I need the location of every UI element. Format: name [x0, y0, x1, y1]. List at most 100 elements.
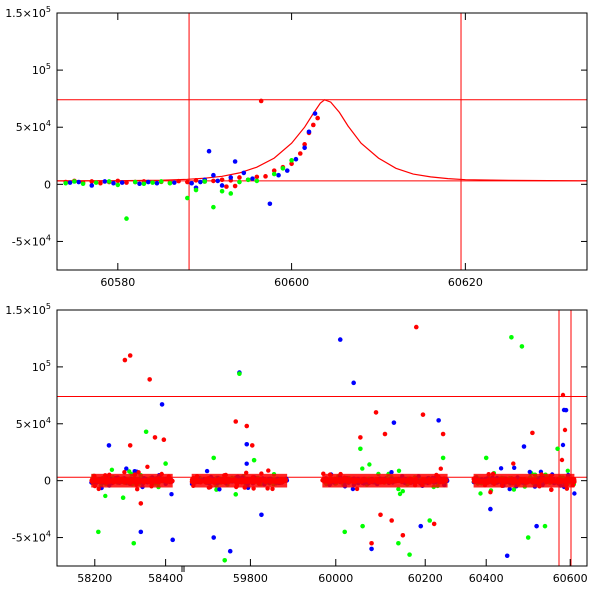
bottom-cloud-s3-c1-51	[498, 466, 504, 471]
top-point-s2-9	[150, 180, 155, 185]
top-point-s0-32	[315, 115, 320, 121]
bottom-cloud-s2-c0-38	[400, 489, 405, 494]
top-point-s0-6	[115, 178, 121, 184]
bottom-cloud-s0-c0-37	[127, 469, 132, 474]
bottom-outlier-s2-12	[396, 540, 401, 546]
bottom-outlier-s2-0	[143, 429, 149, 435]
bottom-outlier-s1-2	[138, 529, 144, 535]
bottom-ytick-label-4: -5×104	[12, 530, 51, 545]
bottom-outlier-s0-22	[530, 430, 535, 436]
top-point-s2-0	[63, 180, 68, 186]
top-point-s1-16	[219, 183, 225, 188]
bottom-cloud-s1-c1-63	[204, 468, 210, 474]
bottom-outlier-s2-13	[407, 552, 412, 557]
top-point-s1-19	[241, 170, 247, 176]
bottom-outlier-s1-12	[391, 420, 397, 425]
bottom-band-0	[91, 473, 173, 488]
top-point-s0-17	[211, 178, 216, 184]
bottom-cloud-s3-c0-13	[478, 491, 483, 496]
bottom-outlier-s2-9	[233, 492, 239, 497]
bottom-cloud-s3-c1-34	[507, 486, 512, 492]
top-point-s2-7	[132, 179, 138, 185]
bottom-outlier-s0-21	[549, 487, 554, 493]
top-point-s0-3	[89, 179, 95, 184]
top-point-s1-20	[250, 176, 255, 181]
top-point-s2-11	[167, 180, 173, 186]
top-point-s0-13	[176, 178, 181, 184]
bottom-outlier-s0-11	[382, 431, 388, 437]
bottom-outlier-s2-10	[342, 529, 348, 535]
top-model-curve	[57, 99, 587, 182]
bottom-outlier-s1-11	[369, 546, 374, 552]
top-point-s1-2	[89, 183, 95, 188]
top-point-s0-20	[237, 175, 242, 180]
bottom-outlier-s1-6	[227, 548, 233, 554]
bottom-outlier-s2-14	[427, 518, 432, 523]
top-xtick-label-1: 60600	[274, 276, 309, 289]
bottom-outlier-s2-6	[211, 455, 217, 461]
bottom-outlier-s2-4	[163, 461, 168, 466]
bottom-plot-area	[57, 310, 587, 566]
top-point-s1-23	[284, 168, 290, 173]
bottom-cloud-s1-c2-119	[270, 486, 275, 492]
bottom-cloud-s3-c0-6	[565, 468, 570, 473]
top-point-s1-13	[206, 148, 212, 154]
top-point-s2-4	[106, 179, 112, 184]
top-point-s0-22	[254, 174, 260, 180]
top-point-s1-8	[154, 180, 160, 186]
top-point-s1-6	[137, 181, 142, 187]
bottom-outlier-s2-19	[483, 455, 489, 461]
bottom-cloud-s0-c2-25	[135, 487, 140, 492]
top-point-s2-13	[193, 187, 199, 193]
top-ytick-label-0: 1.5×105	[5, 5, 51, 20]
bottom-cloud-s0-c2-148	[145, 464, 150, 469]
bottom-outlier-s2-22	[525, 535, 531, 540]
bottom-event-point-2	[562, 427, 568, 433]
top-point-s0-25	[271, 168, 277, 173]
bottom-cloud-s2-c0-92	[396, 468, 402, 473]
bottom-ytick-label-2: 5×104	[16, 416, 51, 431]
bottom-cloud-s2-c0-52	[397, 491, 403, 497]
bottom-outlier-s0-19	[431, 521, 437, 527]
bottom-outlier-s2-17	[509, 335, 514, 340]
top-point-s2-21	[271, 171, 277, 177]
bottom-outlier-s0-1	[122, 357, 128, 363]
top-point-s2-10	[158, 179, 164, 184]
top-point-s2-12	[185, 195, 190, 201]
bottom-outlier-s1-18	[488, 506, 493, 512]
top-point-s0-18	[219, 177, 225, 183]
top-point-s2-14	[202, 179, 208, 184]
top-point-s1-24	[293, 156, 299, 162]
top-point-s0-29	[302, 142, 307, 147]
top-plot-area	[57, 13, 587, 270]
bottom-cloud-s3-c1-78	[512, 465, 517, 470]
bottom-outlier-s1-15	[521, 444, 527, 449]
bottom-outlier-s0-3	[152, 435, 158, 440]
bottom-outlier-s0-7	[244, 423, 250, 429]
bottom-cloud-s2-c0-118	[367, 462, 372, 467]
bottom-xtick-label-5: 60400	[469, 572, 504, 585]
top-point-s0-28	[297, 151, 303, 156]
bottom-cloud-s0-c1-46	[124, 466, 129, 471]
top-point-s0-33	[224, 184, 229, 189]
top-panel: 1.5×105 105 5×104 0 -5×104 60580 60600 60620	[5, 5, 588, 289]
top-point-s2-18	[237, 179, 242, 185]
bottom-cloud-s3-c2-80	[564, 486, 570, 491]
bottom-cloud-s2-c1-64	[389, 470, 394, 475]
top-xtick-label-2: 60620	[448, 276, 483, 289]
top-point-s0-14	[185, 179, 190, 185]
top-ytick-label-4: -5×104	[12, 233, 51, 248]
bottom-xtick-label-0: 58200	[77, 572, 112, 585]
bottom-outlier-s1-14	[418, 523, 424, 529]
top-point-s2-8	[141, 181, 147, 187]
bottom-outlier-s1-5	[211, 535, 217, 540]
bottom-outlier-s0-20	[138, 501, 144, 506]
bottom-outlier-s0-10	[373, 410, 379, 415]
top-point-s1-18	[232, 159, 238, 164]
bottom-outlier-s2-2	[96, 529, 101, 535]
bottom-cloud-s0-c0-85	[109, 467, 115, 472]
top-point-s2-17	[228, 191, 234, 196]
top-point-s2-23	[289, 158, 294, 163]
top-point-s1-4	[111, 180, 116, 186]
